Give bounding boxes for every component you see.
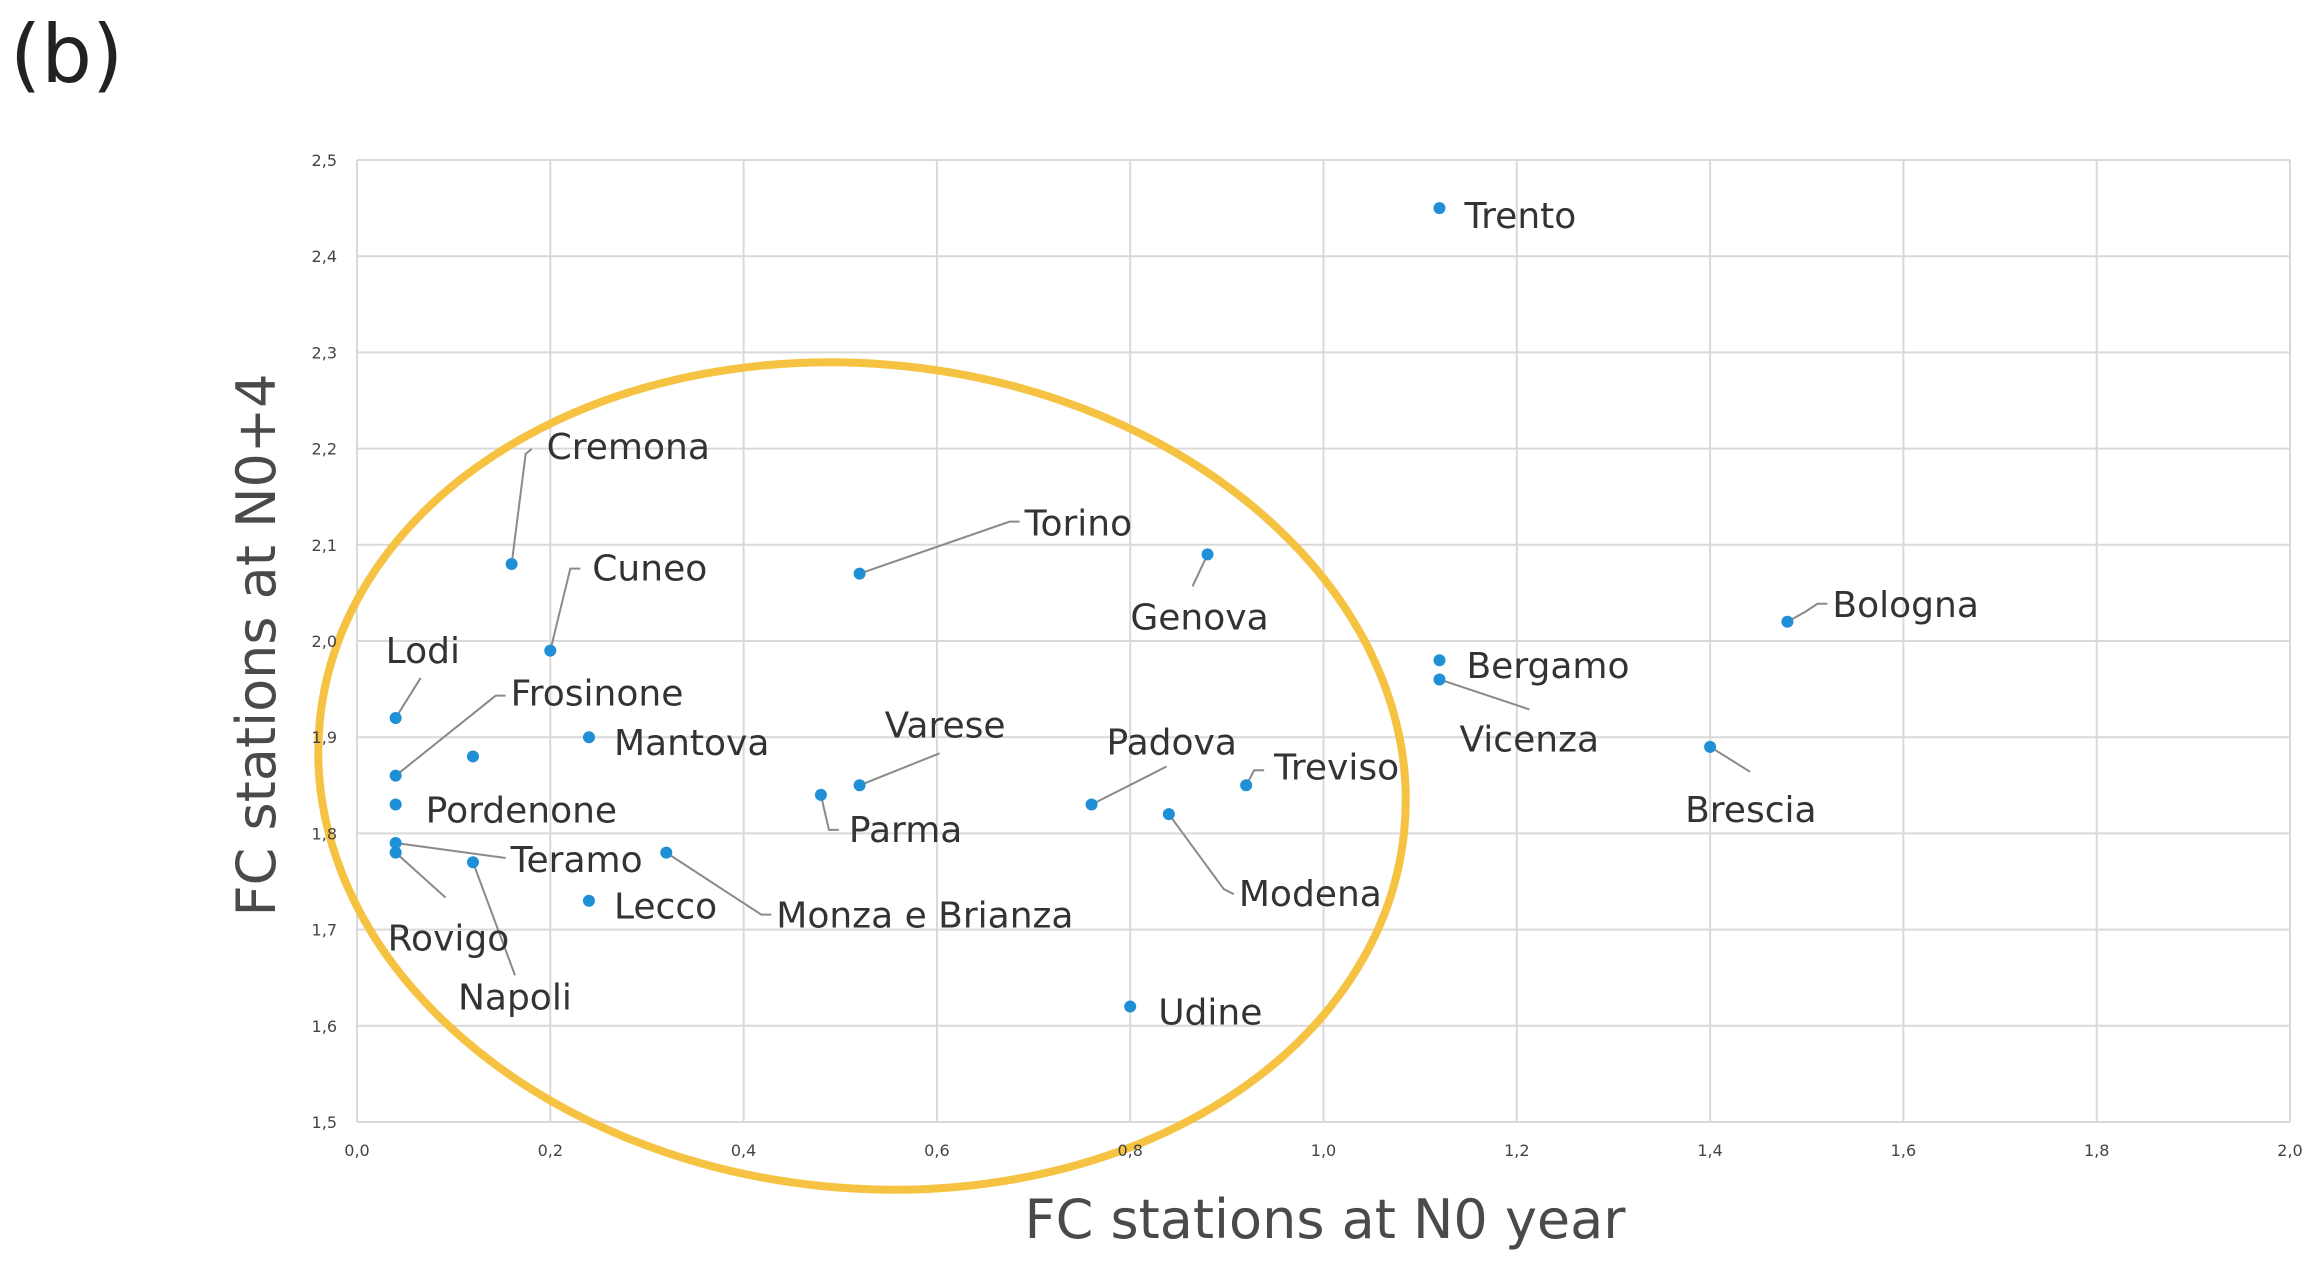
y-tick-label: 1,6 <box>312 1017 337 1036</box>
data-point <box>390 799 402 811</box>
y-tick-label: 2,2 <box>312 440 337 459</box>
x-tick-label: 0,8 <box>1117 1141 1142 1160</box>
point-label: Padova <box>1107 723 1237 764</box>
point-label: Lecco <box>614 887 717 928</box>
y-axis-title: FC stations at N0+4 <box>225 374 288 917</box>
x-tick-label: 1,6 <box>1891 1141 1916 1160</box>
x-tick-label: 0,0 <box>344 1141 369 1160</box>
y-tick-label: 2,5 <box>312 151 337 170</box>
data-point <box>1433 673 1445 685</box>
point-label: Trento <box>1463 196 1576 237</box>
tick-labels: 0,0 0,2 0,4 0,6 0,8 1,0 1,2 1,4 1,6 1,8 2,0 1,5 1,6 1… <box>312 151 2303 1160</box>
y-tick-label: 1,5 <box>312 1113 337 1132</box>
point-label: Lodi <box>386 631 460 672</box>
point-label: Rovigo <box>388 919 510 960</box>
x-tick-label: 1,2 <box>1504 1141 1529 1160</box>
data-point <box>390 770 402 782</box>
leader-line <box>1710 747 1750 772</box>
leader-line <box>1787 604 1827 622</box>
leader-line <box>396 853 446 898</box>
y-tick-label: 2,0 <box>312 632 337 651</box>
grid-lines <box>357 160 2290 1122</box>
point-label: Mantova <box>614 723 769 764</box>
data-point <box>854 779 866 791</box>
data-point <box>1781 616 1793 628</box>
data-point <box>467 750 479 762</box>
leader-line <box>1169 814 1234 894</box>
x-tick-label: 1,8 <box>2084 1141 2109 1160</box>
point-label: Cremona <box>547 427 710 468</box>
y-tick-label: 2,3 <box>312 343 337 362</box>
leader-line <box>860 522 1020 574</box>
data-point <box>544 645 556 657</box>
data-point <box>1433 202 1445 214</box>
leader-line <box>396 696 506 776</box>
leader-line <box>396 843 506 858</box>
leader-line <box>550 569 580 651</box>
leader-line <box>396 678 421 718</box>
x-tick-label: 0,4 <box>731 1141 756 1160</box>
point-label: Bologna <box>1832 585 1978 626</box>
data-point <box>506 558 518 570</box>
data-point <box>1433 654 1445 666</box>
data-point <box>854 568 866 580</box>
data-point <box>815 789 827 801</box>
point-labels: Trento Cremona Torino Genova Bologna Cuneo Ber… <box>386 196 1979 1033</box>
data-point <box>1704 741 1716 753</box>
point-label: Udine <box>1158 993 1262 1034</box>
y-tick-label: 2,4 <box>312 247 337 266</box>
x-tick-label: 0,6 <box>924 1141 949 1160</box>
point-label: Teramo <box>510 840 643 881</box>
x-tick-label: 0,2 <box>538 1141 563 1160</box>
point-label: Pordenone <box>426 791 617 832</box>
point-label: Monza e Brianza <box>776 896 1073 937</box>
point-label: Varese <box>885 705 1006 746</box>
leader-line <box>1092 767 1167 805</box>
point-label: Frosinone <box>511 674 684 715</box>
x-tick-label: 1,0 <box>1311 1141 1336 1160</box>
data-point <box>390 712 402 724</box>
data-point <box>1163 808 1175 820</box>
point-label: Parma <box>849 810 962 851</box>
point-label: Torino <box>1024 504 1133 545</box>
y-tick-label: 2,1 <box>312 536 337 555</box>
data-points <box>390 202 1794 1012</box>
point-label: Bergamo <box>1466 646 1629 687</box>
data-point <box>583 731 595 743</box>
data-point <box>1240 779 1252 791</box>
point-label: Vicenza <box>1459 719 1599 760</box>
data-point <box>1124 1001 1136 1013</box>
data-point <box>1086 799 1098 811</box>
point-label: Brescia <box>1685 790 1816 831</box>
x-tick-label: 2,0 <box>2277 1141 2302 1160</box>
y-tick-label: 1,7 <box>312 921 337 940</box>
point-label: Napoli <box>458 977 572 1018</box>
x-axis-title: FC stations at N0 year <box>1025 1188 1627 1251</box>
data-point <box>390 847 402 859</box>
y-tick-label: 1,9 <box>312 728 337 747</box>
point-label: Genova <box>1130 597 1268 638</box>
leader-line <box>860 753 940 785</box>
point-label: Treviso <box>1273 747 1399 788</box>
leader-line <box>512 449 532 564</box>
point-label: Cuneo <box>592 549 707 590</box>
x-tick-label: 1,4 <box>1697 1141 1722 1160</box>
data-point <box>660 847 672 859</box>
point-label: Modena <box>1239 874 1382 915</box>
data-point <box>583 895 595 907</box>
data-point <box>1202 548 1214 560</box>
y-tick-label: 1,8 <box>312 824 337 843</box>
data-point <box>467 856 479 868</box>
